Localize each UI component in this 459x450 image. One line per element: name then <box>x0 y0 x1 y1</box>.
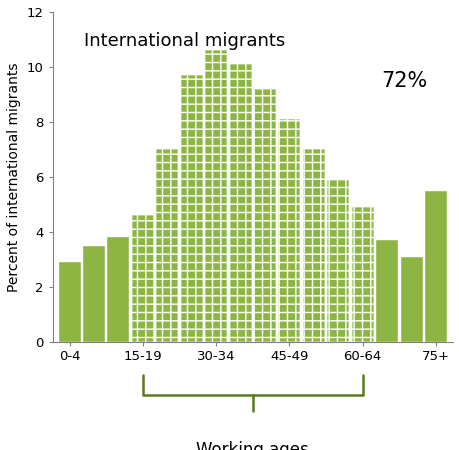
Bar <box>302 149 324 342</box>
Text: 72%: 72% <box>380 72 426 91</box>
Bar <box>205 50 227 342</box>
Bar <box>424 191 446 342</box>
Text: Working ages: Working ages <box>196 441 308 450</box>
Bar <box>132 216 154 342</box>
Bar <box>302 149 324 342</box>
Bar <box>180 75 202 342</box>
Bar <box>253 89 275 342</box>
Bar <box>156 149 178 342</box>
Y-axis label: Percent of international migrants: Percent of international migrants <box>7 62 21 292</box>
Bar <box>278 119 300 342</box>
Bar <box>156 149 178 342</box>
Bar <box>132 216 154 342</box>
Bar <box>351 207 373 342</box>
Bar <box>326 180 348 342</box>
Bar <box>180 75 202 342</box>
Bar <box>351 207 373 342</box>
Bar <box>253 89 275 342</box>
Bar <box>107 238 129 342</box>
Bar <box>375 240 397 342</box>
Bar <box>229 64 251 342</box>
Bar <box>326 180 348 342</box>
Bar <box>278 119 300 342</box>
Bar <box>205 50 227 342</box>
Text: International migrants: International migrants <box>84 32 285 50</box>
Bar <box>83 246 105 342</box>
Bar <box>229 64 251 342</box>
Bar <box>58 262 80 342</box>
Bar <box>400 257 422 342</box>
